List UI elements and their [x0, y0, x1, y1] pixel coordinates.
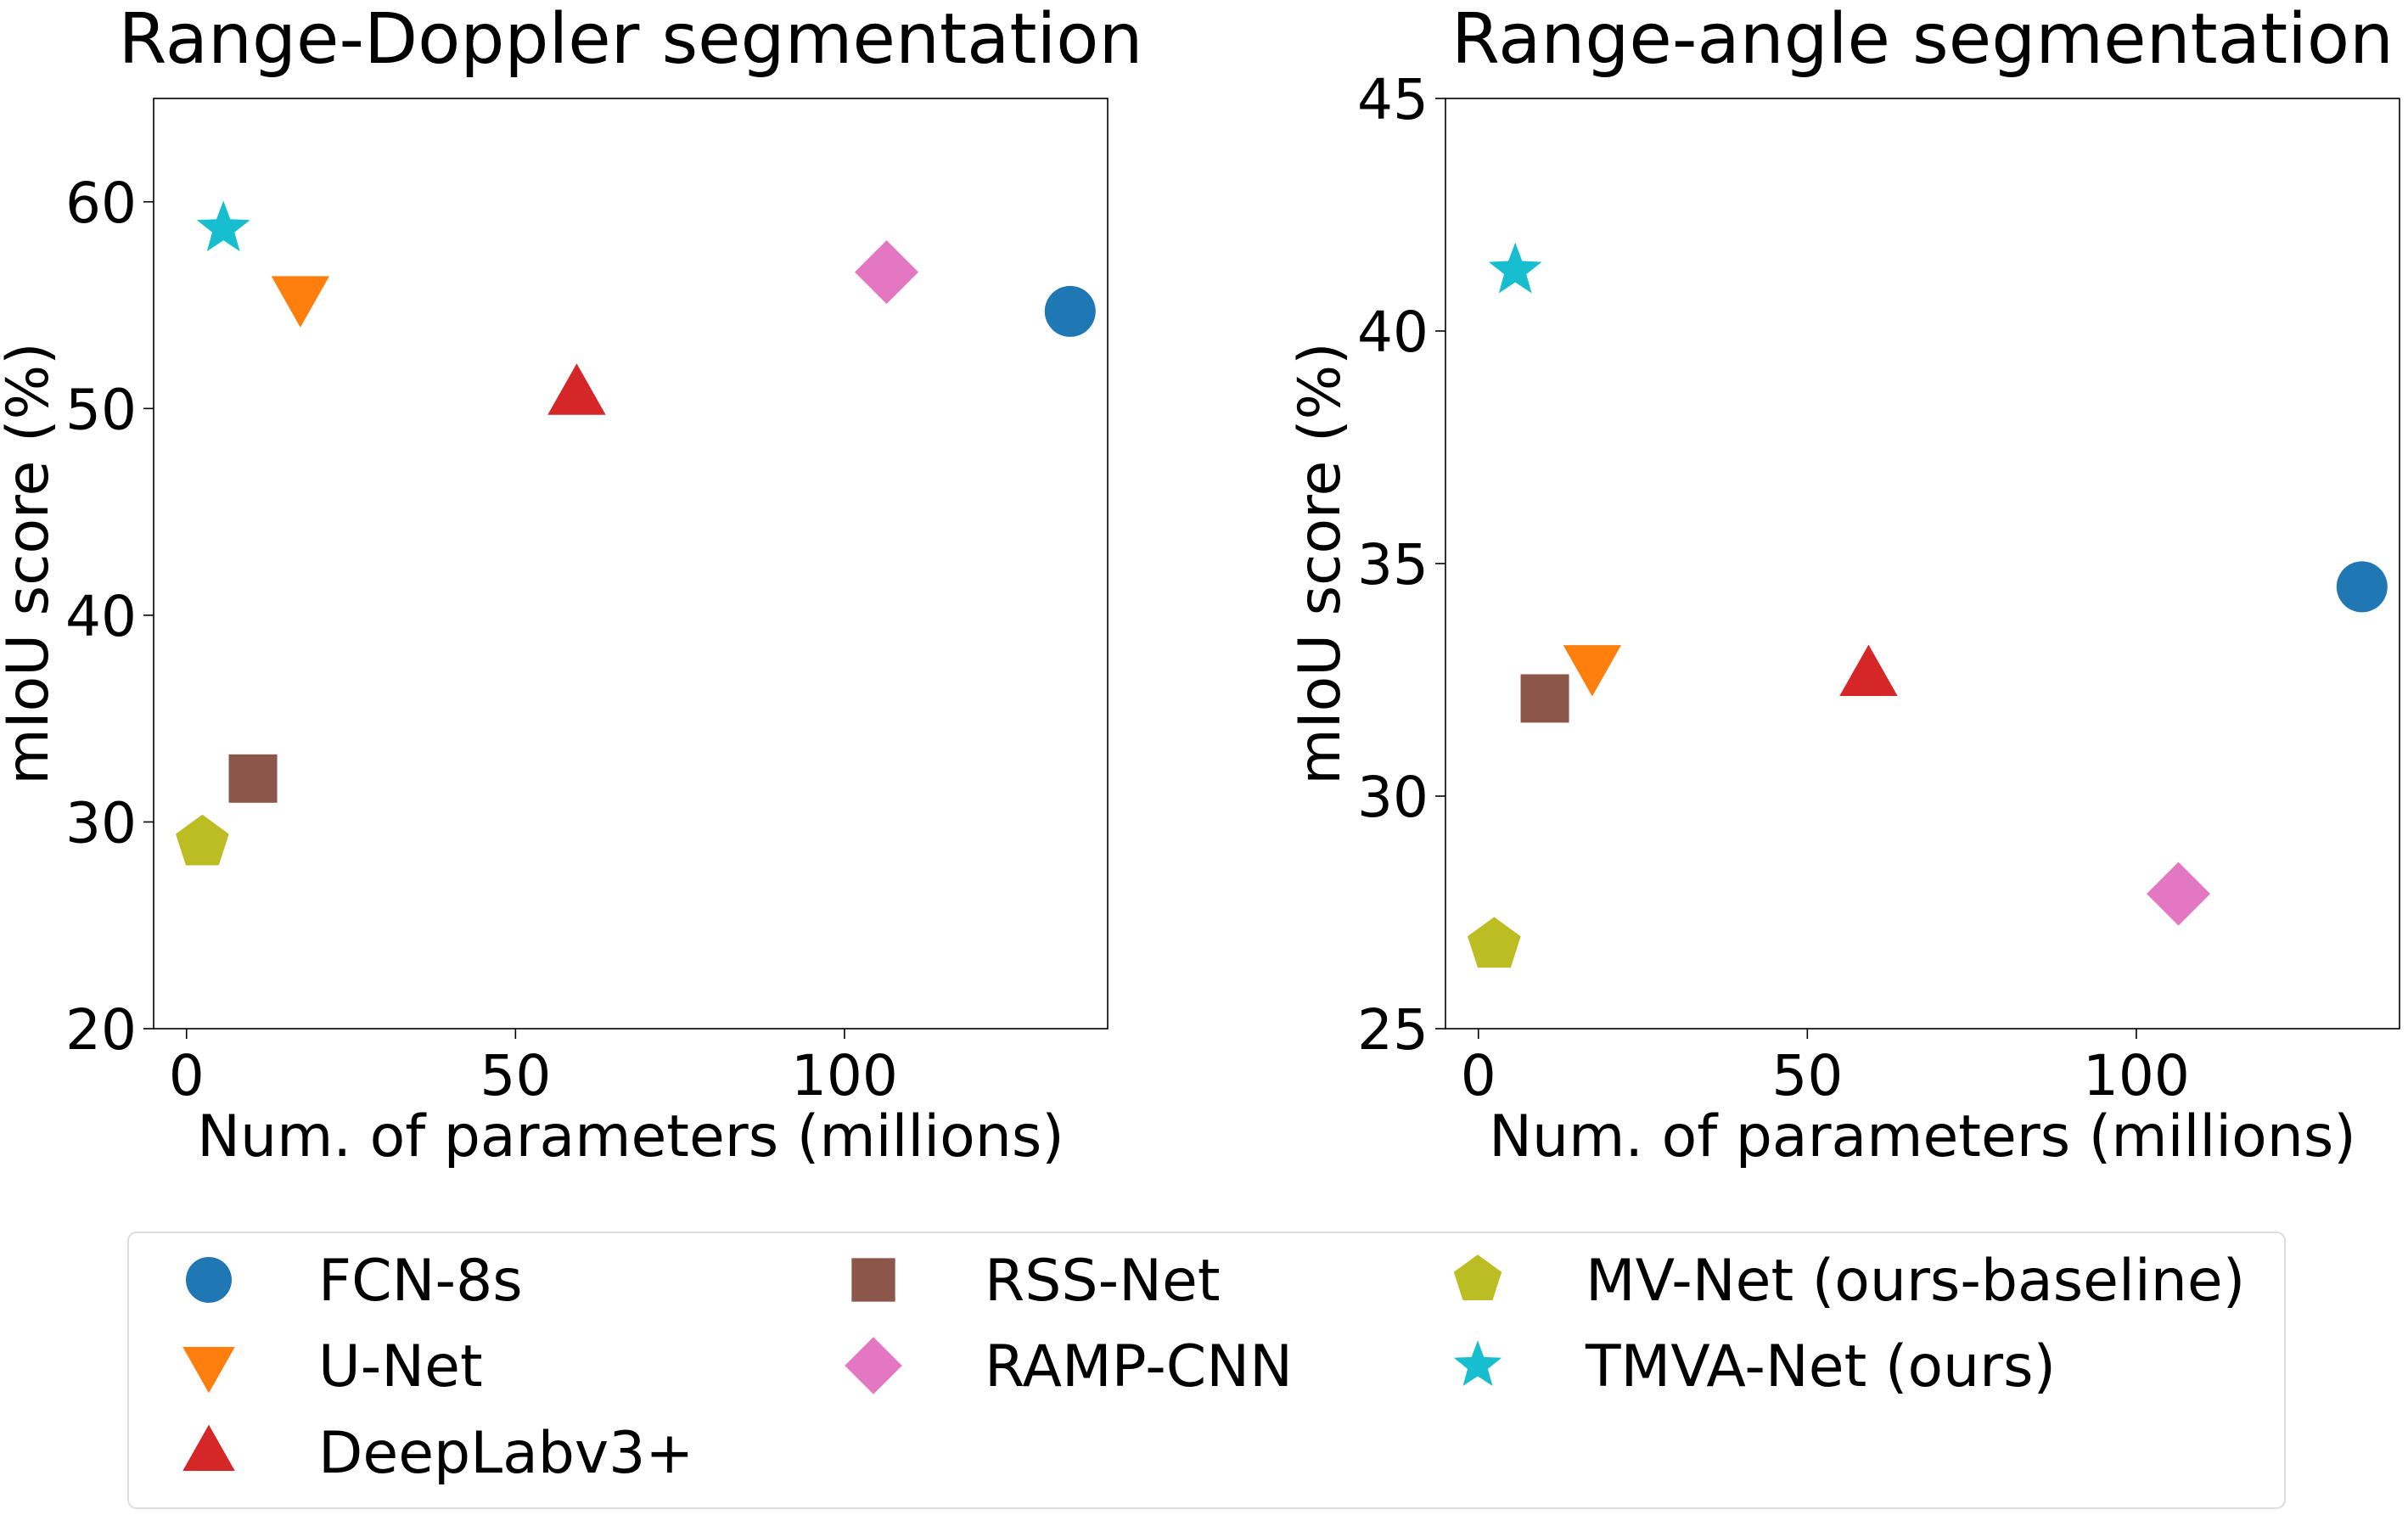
legend-label: RSS-Net — [985, 1248, 1220, 1315]
point-fcn-8s — [1044, 285, 1096, 337]
legend-marker-tmva-net-ours — [1453, 1340, 1502, 1386]
point-u-net — [271, 276, 330, 328]
legend-item-mv-net-ours-baseline: MV-Net (ours-baseline) — [1453, 1248, 2245, 1315]
x-tick-label: 50 — [480, 1043, 551, 1108]
chart-title-left: Range-Doppler segmentation — [119, 0, 1143, 80]
point-deeplabv3 — [547, 363, 606, 415]
legend-label: TMVA-Net (ours) — [1585, 1333, 2056, 1400]
point-ramp-cnn — [2147, 861, 2211, 926]
y-axis-label: mIoU score (%) — [1287, 342, 1354, 784]
point-mv-net-ours-baseline — [176, 814, 229, 866]
legend-label: MV-Net (ours-baseline) — [1586, 1248, 2245, 1315]
point-u-net — [1563, 645, 1622, 697]
legend-item-rss-net: RSS-Net — [851, 1248, 1220, 1315]
x-tick-label: 50 — [1771, 1043, 1843, 1108]
legend-marker-u-net — [182, 1346, 235, 1394]
chart-title-right: Range-angle segmentation — [1451, 0, 2394, 80]
y-tick-label: 40 — [1357, 300, 1429, 365]
chart-panel-left: Range-Doppler segmentation 0 50 100 20 30 40 50… — [0, 0, 1142, 1170]
point-tmva-net-ours — [1488, 242, 1542, 294]
x-axis-label: Num. of parameters (millions) — [197, 1103, 1064, 1170]
legend-item-ramp-cnn: RAMP-CNN — [845, 1333, 1293, 1400]
x-tick-label: 0 — [1461, 1043, 1496, 1108]
legend-item-tmva-net-ours: TMVA-Net (ours) — [1453, 1333, 2056, 1400]
point-fcn-8s — [2336, 561, 2388, 613]
y-tick-label: 45 — [1357, 67, 1429, 132]
legend-marker-mv-net-ours-baseline — [1453, 1254, 1502, 1300]
legend-marker-fcn-8s — [186, 1257, 232, 1303]
legend: FCN-8s U-Net DeepLabv3+ RSS-Net RAMP-CNN MV-N… — [127, 1232, 2286, 1509]
x-axis-label: Num. of parameters (millions) — [1489, 1103, 2356, 1170]
y-tick-label: 40 — [65, 584, 137, 649]
y-tick-label: 30 — [65, 790, 137, 856]
legend-marker-deeplabv3 — [182, 1424, 235, 1472]
point-deeplabv3 — [1839, 644, 1898, 696]
legend-marker-ramp-cnn — [845, 1337, 902, 1394]
chart-panel-right: Range-angle segmentation 0 50 100 25 30 35 40 45… — [1287, 0, 2400, 1170]
legend-label: DeepLabv3+ — [318, 1420, 693, 1487]
y-axis-label: mIoU score (%) — [0, 342, 62, 784]
point-rss-net — [228, 754, 278, 803]
x-tick-label: 0 — [169, 1043, 205, 1108]
y-tick-label: 25 — [1357, 997, 1429, 1063]
y-tick-label: 30 — [1357, 765, 1429, 830]
y-tick-label: 50 — [65, 377, 137, 442]
y-tick-label: 35 — [1357, 532, 1429, 598]
legend-label: U-Net — [318, 1333, 483, 1400]
legend-label: FCN-8s — [318, 1248, 523, 1315]
x-tick-label: 100 — [791, 1043, 898, 1108]
x-tick-label: 100 — [2083, 1043, 2190, 1108]
plot-frame — [153, 98, 1109, 1030]
point-mv-net-ours-baseline — [1468, 917, 1521, 968]
legend-item-fcn-8s: FCN-8s — [186, 1248, 523, 1315]
point-rss-net — [1520, 674, 1569, 723]
y-tick-label: 60 — [65, 171, 137, 236]
legend-marker-rss-net — [851, 1258, 895, 1302]
plot-frame — [1445, 98, 2400, 1030]
point-tmva-net-ours — [196, 200, 250, 252]
legend-item-u-net: U-Net — [182, 1333, 483, 1400]
legend-item-deeplabv3: DeepLabv3+ — [182, 1420, 693, 1487]
legend-label: RAMP-CNN — [985, 1333, 1293, 1400]
legend-box — [127, 1232, 2286, 1509]
y-tick-label: 20 — [65, 997, 137, 1063]
point-ramp-cnn — [855, 240, 919, 305]
